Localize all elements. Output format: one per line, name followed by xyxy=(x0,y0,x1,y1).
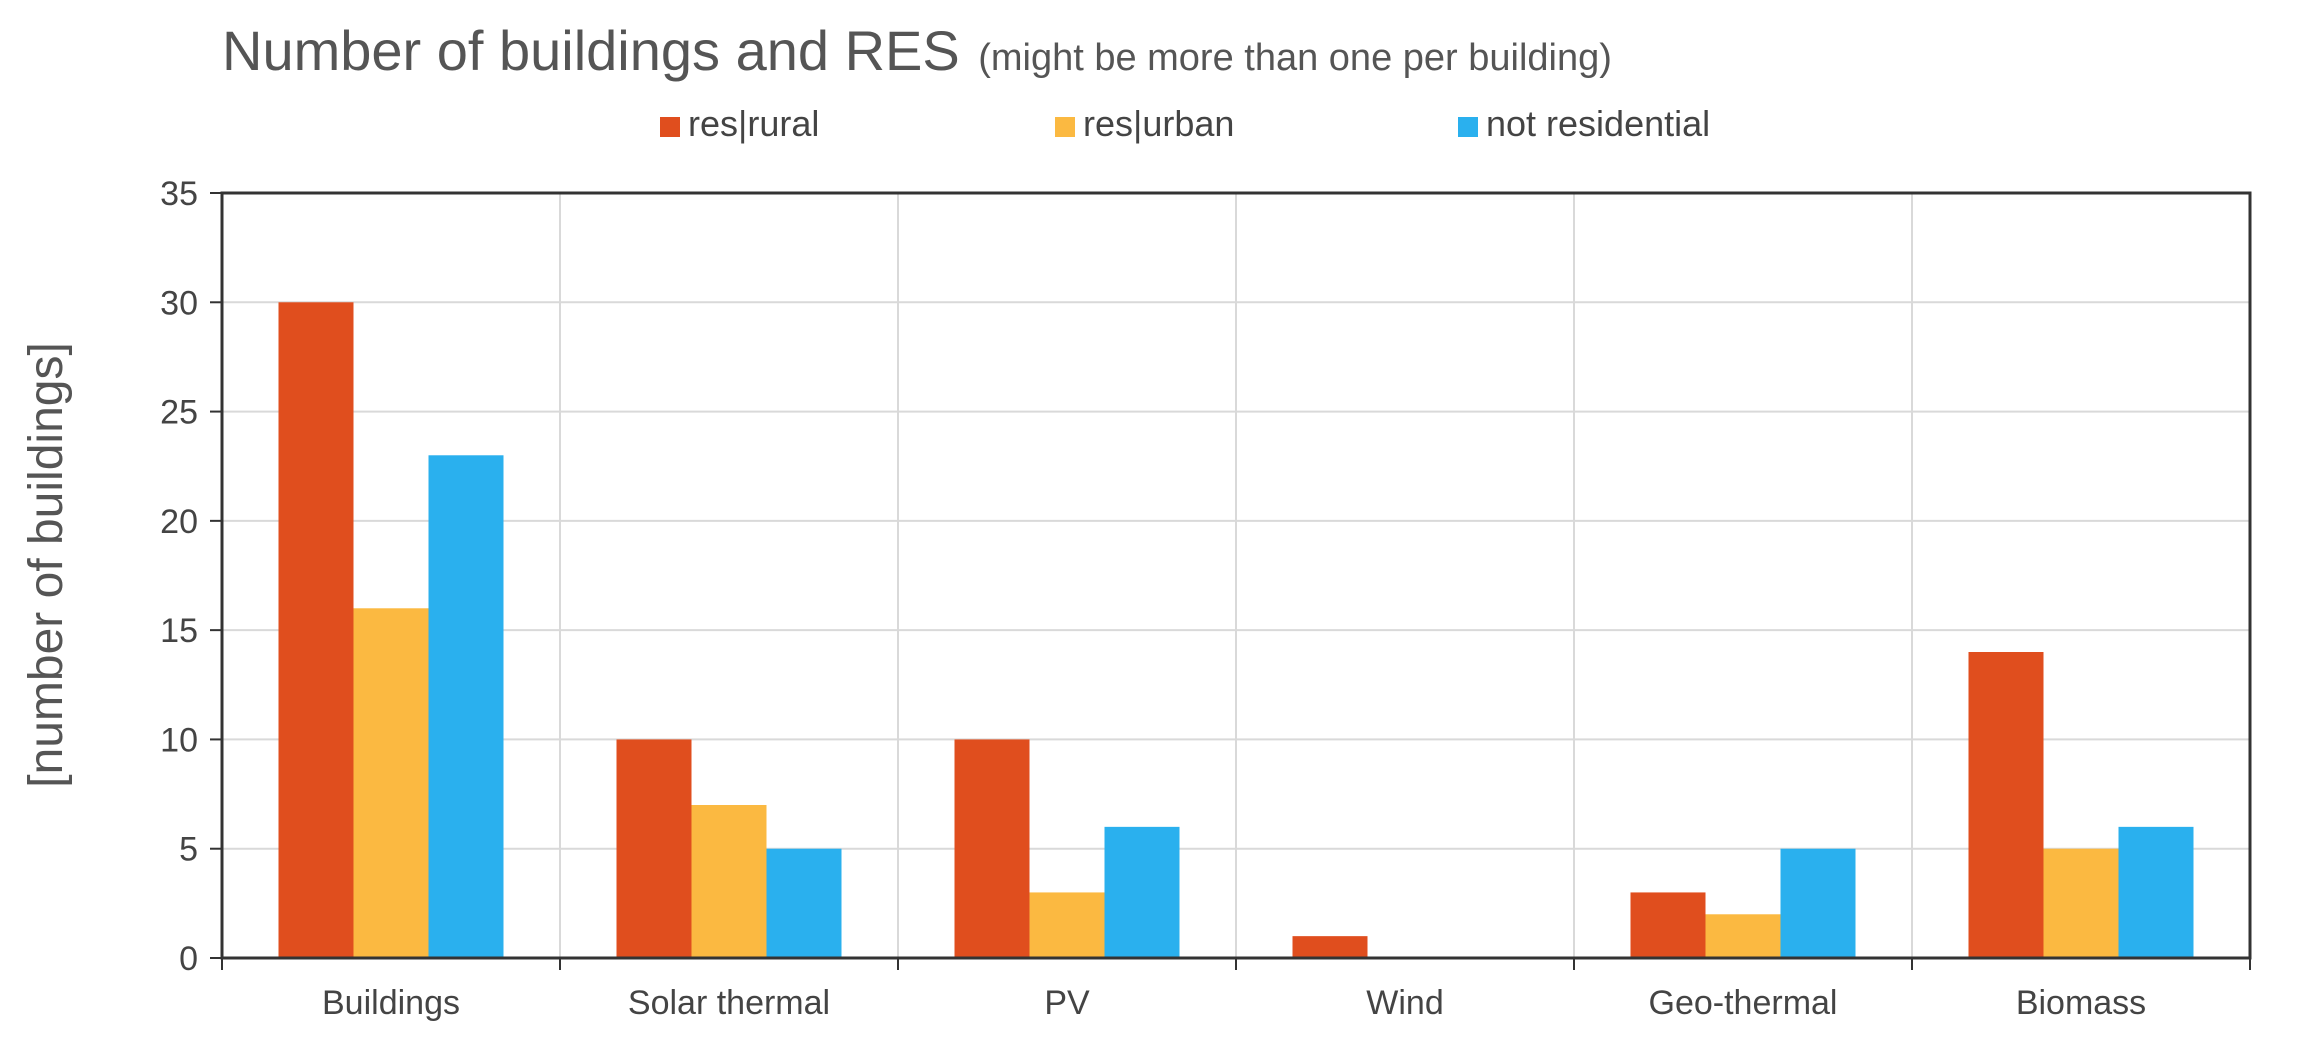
bar-not-residential-solar-thermal xyxy=(766,848,842,958)
y-tick-label: 20 xyxy=(160,503,198,541)
legend-label: not residential xyxy=(1486,103,1710,144)
y-tick-label: 15 xyxy=(160,612,198,650)
chart-title-subtitle: (might be more than one per building) xyxy=(978,37,1612,79)
legend-swatch xyxy=(660,117,680,137)
y-tick-label: 0 xyxy=(179,940,198,978)
bar-not-residential-geo-thermal xyxy=(1780,848,1856,958)
y-tick-label: 5 xyxy=(179,831,198,869)
x-category-label: PV xyxy=(1044,984,1090,1022)
gridlines xyxy=(222,192,2250,958)
legend-label: res|urban xyxy=(1083,103,1234,144)
x-category-label: Wind xyxy=(1366,984,1443,1022)
y-tick-label: 25 xyxy=(160,394,198,432)
bar-res-rural-geo-thermal xyxy=(1630,892,1706,958)
legend-swatch xyxy=(1055,117,1075,137)
bar-res-urban-buildings xyxy=(353,608,429,958)
legend-swatch xyxy=(1458,117,1478,137)
y-tick-label: 10 xyxy=(160,721,198,759)
bar-res-rural-biomass xyxy=(1968,652,2044,958)
bars xyxy=(278,302,2194,958)
bar-not-residential-buildings xyxy=(428,455,504,958)
legend-label: res|rural xyxy=(688,103,819,144)
legend: res|rural res|urban not residential xyxy=(660,103,1710,144)
bar-res-rural-solar-thermal xyxy=(616,739,692,958)
chart-title-main: Number of buildings and RES xyxy=(222,19,960,82)
bar-res-urban-solar-thermal xyxy=(691,805,767,958)
y-tick-label: 30 xyxy=(160,284,198,322)
bar-not-residential-biomass xyxy=(2118,826,2194,958)
x-category-label: Solar thermal xyxy=(628,984,830,1022)
y-tick-label: 35 xyxy=(160,175,198,213)
y-ticks: 0 5 10 15 20 25 30 35 xyxy=(160,175,2251,978)
bar-not-residential-pv xyxy=(1104,826,1180,958)
bar-res-urban-pv xyxy=(1029,892,1105,958)
bar-res-rural-pv xyxy=(954,739,1030,958)
x-category-label: Biomass xyxy=(2016,984,2146,1022)
bar-res-rural-buildings xyxy=(278,302,354,958)
bar-res-urban-geo-thermal xyxy=(1705,914,1781,958)
x-category-label: Buildings xyxy=(322,984,460,1022)
y-axis-label: [number of buildings] xyxy=(20,342,73,788)
bar-res-rural-wind xyxy=(1292,936,1368,958)
chart-title: Number of buildings and RES (might be mo… xyxy=(222,19,1612,82)
x-categories: Buildings Solar thermal PV Wind Geo-thermal B… xyxy=(322,984,2146,1022)
x-category-label: Geo-thermal xyxy=(1649,984,1838,1022)
bar-res-urban-biomass xyxy=(2043,848,2119,958)
